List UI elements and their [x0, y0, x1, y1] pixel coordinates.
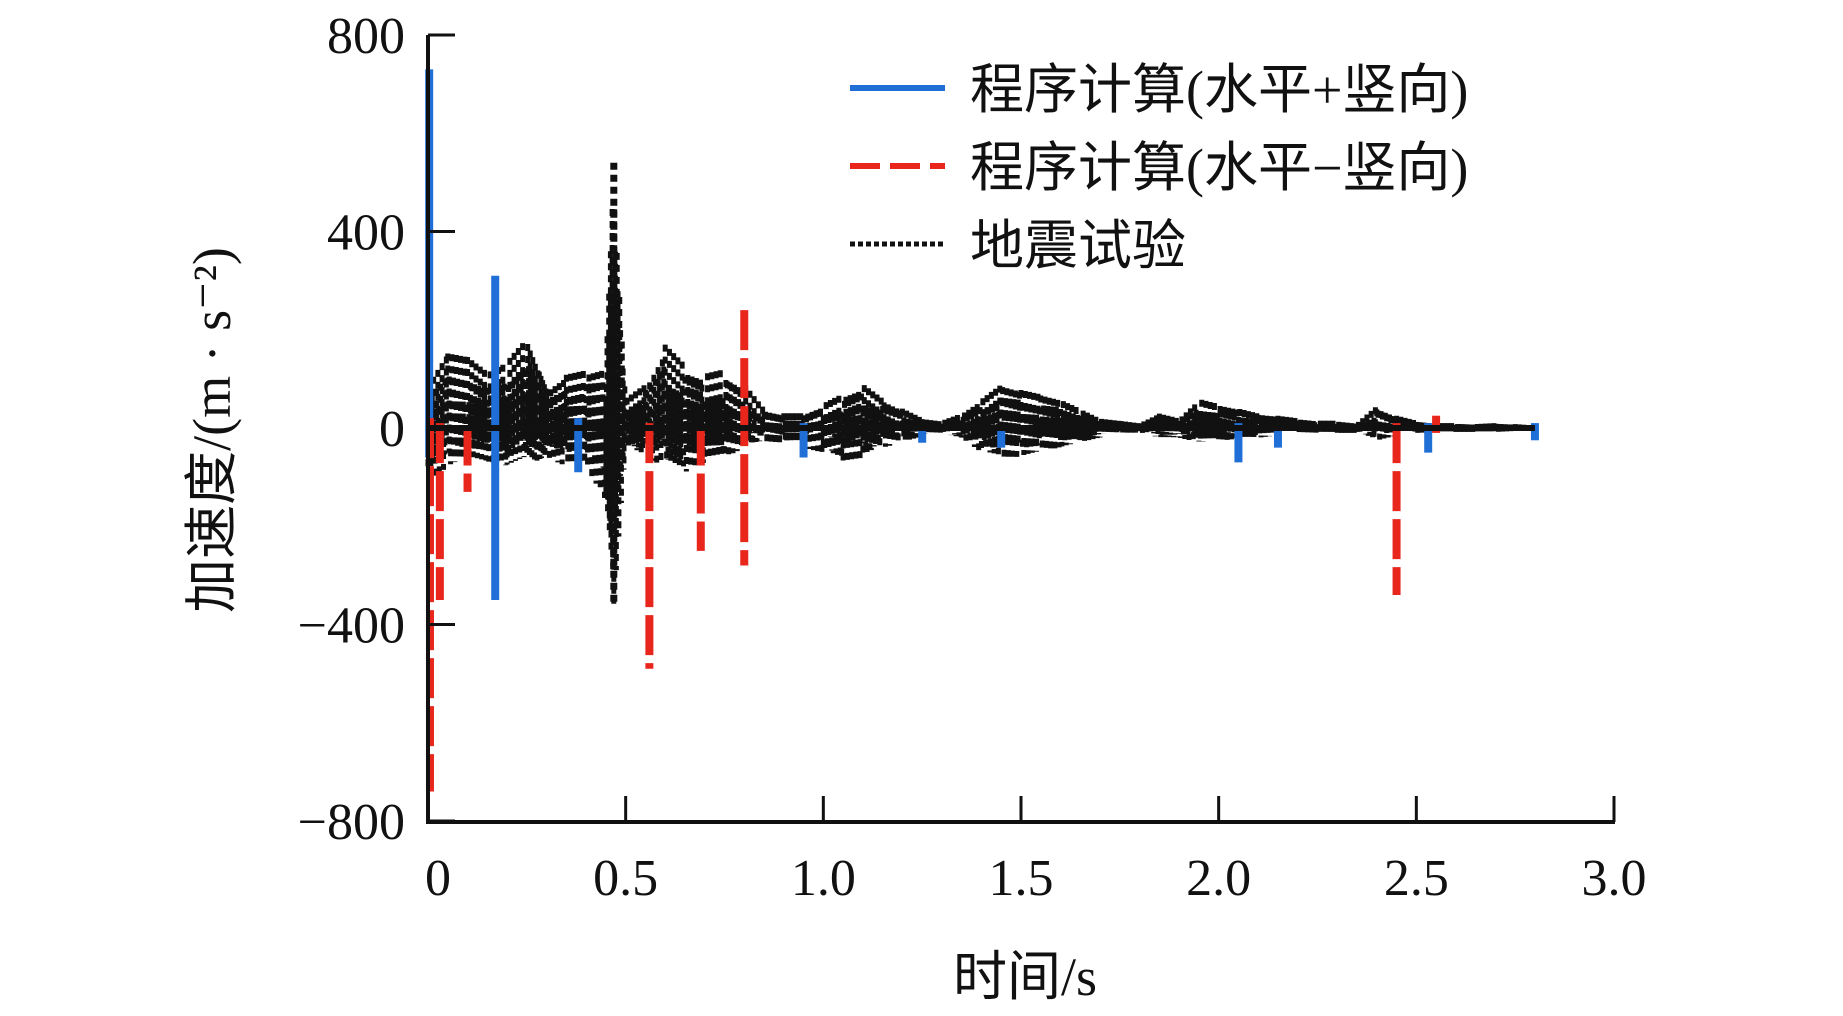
y-tick-label: 0: [379, 401, 405, 458]
x-tick-label: 1.0: [791, 850, 856, 907]
legend: 程序计算(水平+竖向) 程序计算(水平−竖向) 地震试验: [850, 60, 1468, 276]
legend-label-1: 程序计算(水平−竖向): [970, 138, 1468, 198]
y-axis-label: 加速度/(m · s⁻²): [182, 247, 242, 613]
x-tick-label: 0.5: [593, 850, 658, 907]
x-axis-label: 时间/s: [953, 947, 1097, 1007]
plot-marks: [425, 69, 1539, 792]
y-tick-label: −800: [298, 794, 405, 851]
y-tick-label: −400: [298, 598, 405, 655]
x-tick-label: 1.5: [989, 850, 1054, 907]
legend-label-0: 程序计算(水平+竖向): [970, 60, 1468, 120]
x-tick-label: 3.0: [1582, 850, 1647, 907]
axis-ticks: 0 0.5 1.0 1.5 2.0 2.5 3.0 800 400 0 −400 −800: [298, 8, 1647, 907]
x-tick-label: 0: [425, 850, 451, 907]
legend-label-2: 地震试验: [970, 216, 1186, 276]
y-tick-label: 800: [327, 8, 405, 65]
x-tick-label: 2.0: [1186, 850, 1251, 907]
y-tick-label: 400: [327, 205, 405, 262]
x-tick-label: 2.5: [1384, 850, 1449, 907]
